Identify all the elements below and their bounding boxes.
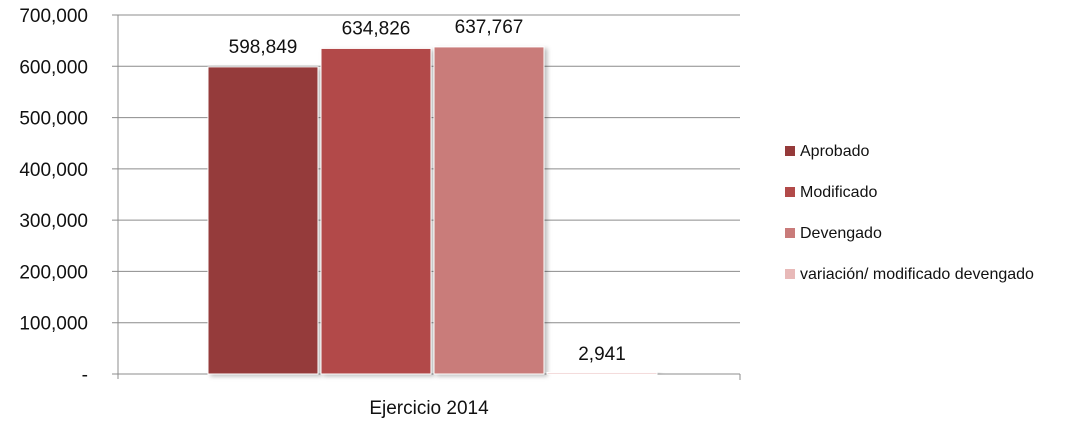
bar-devengado <box>433 46 545 375</box>
y-tick-label: - <box>82 365 88 386</box>
y-tick-label: 400,000 <box>19 160 88 181</box>
legend-label: variación/ modificado devengado <box>800 266 1034 283</box>
legend-swatch <box>785 228 795 238</box>
y-tick-label: 200,000 <box>19 262 88 283</box>
data-label: 637,767 <box>455 17 524 38</box>
bar-variaci-n-modificado-devengado <box>546 371 658 375</box>
data-label: 598,849 <box>229 37 298 58</box>
y-tick-label: 100,000 <box>19 314 88 335</box>
legend-swatch <box>785 187 795 197</box>
y-tick-label: 600,000 <box>19 57 88 78</box>
data-labels: 598,849 634,826 637,767 2,941 <box>229 17 626 365</box>
bar-aprobado <box>207 66 319 375</box>
bars <box>207 46 658 375</box>
data-label: 2,941 <box>578 344 626 365</box>
x-category-label: Ejercicio 2014 <box>369 398 489 419</box>
legend-label: Devengado <box>800 225 882 242</box>
y-tick-label: 300,000 <box>19 211 88 232</box>
legend-swatch <box>785 146 795 156</box>
legend-swatch <box>785 269 795 279</box>
legend: Aprobado Modificado Devengado variación/ mo… <box>785 143 1034 283</box>
y-tick-label: 700,000 <box>19 6 88 27</box>
legend-label: Modificado <box>800 184 877 201</box>
bar-modificado <box>320 47 432 375</box>
data-label: 634,826 <box>342 18 411 39</box>
axes: - 100,000 200,000 300,000 400,000 500,000 600,… <box>19 6 741 419</box>
y-tick-label: 500,000 <box>19 109 88 130</box>
legend-label: Aprobado <box>800 143 869 160</box>
